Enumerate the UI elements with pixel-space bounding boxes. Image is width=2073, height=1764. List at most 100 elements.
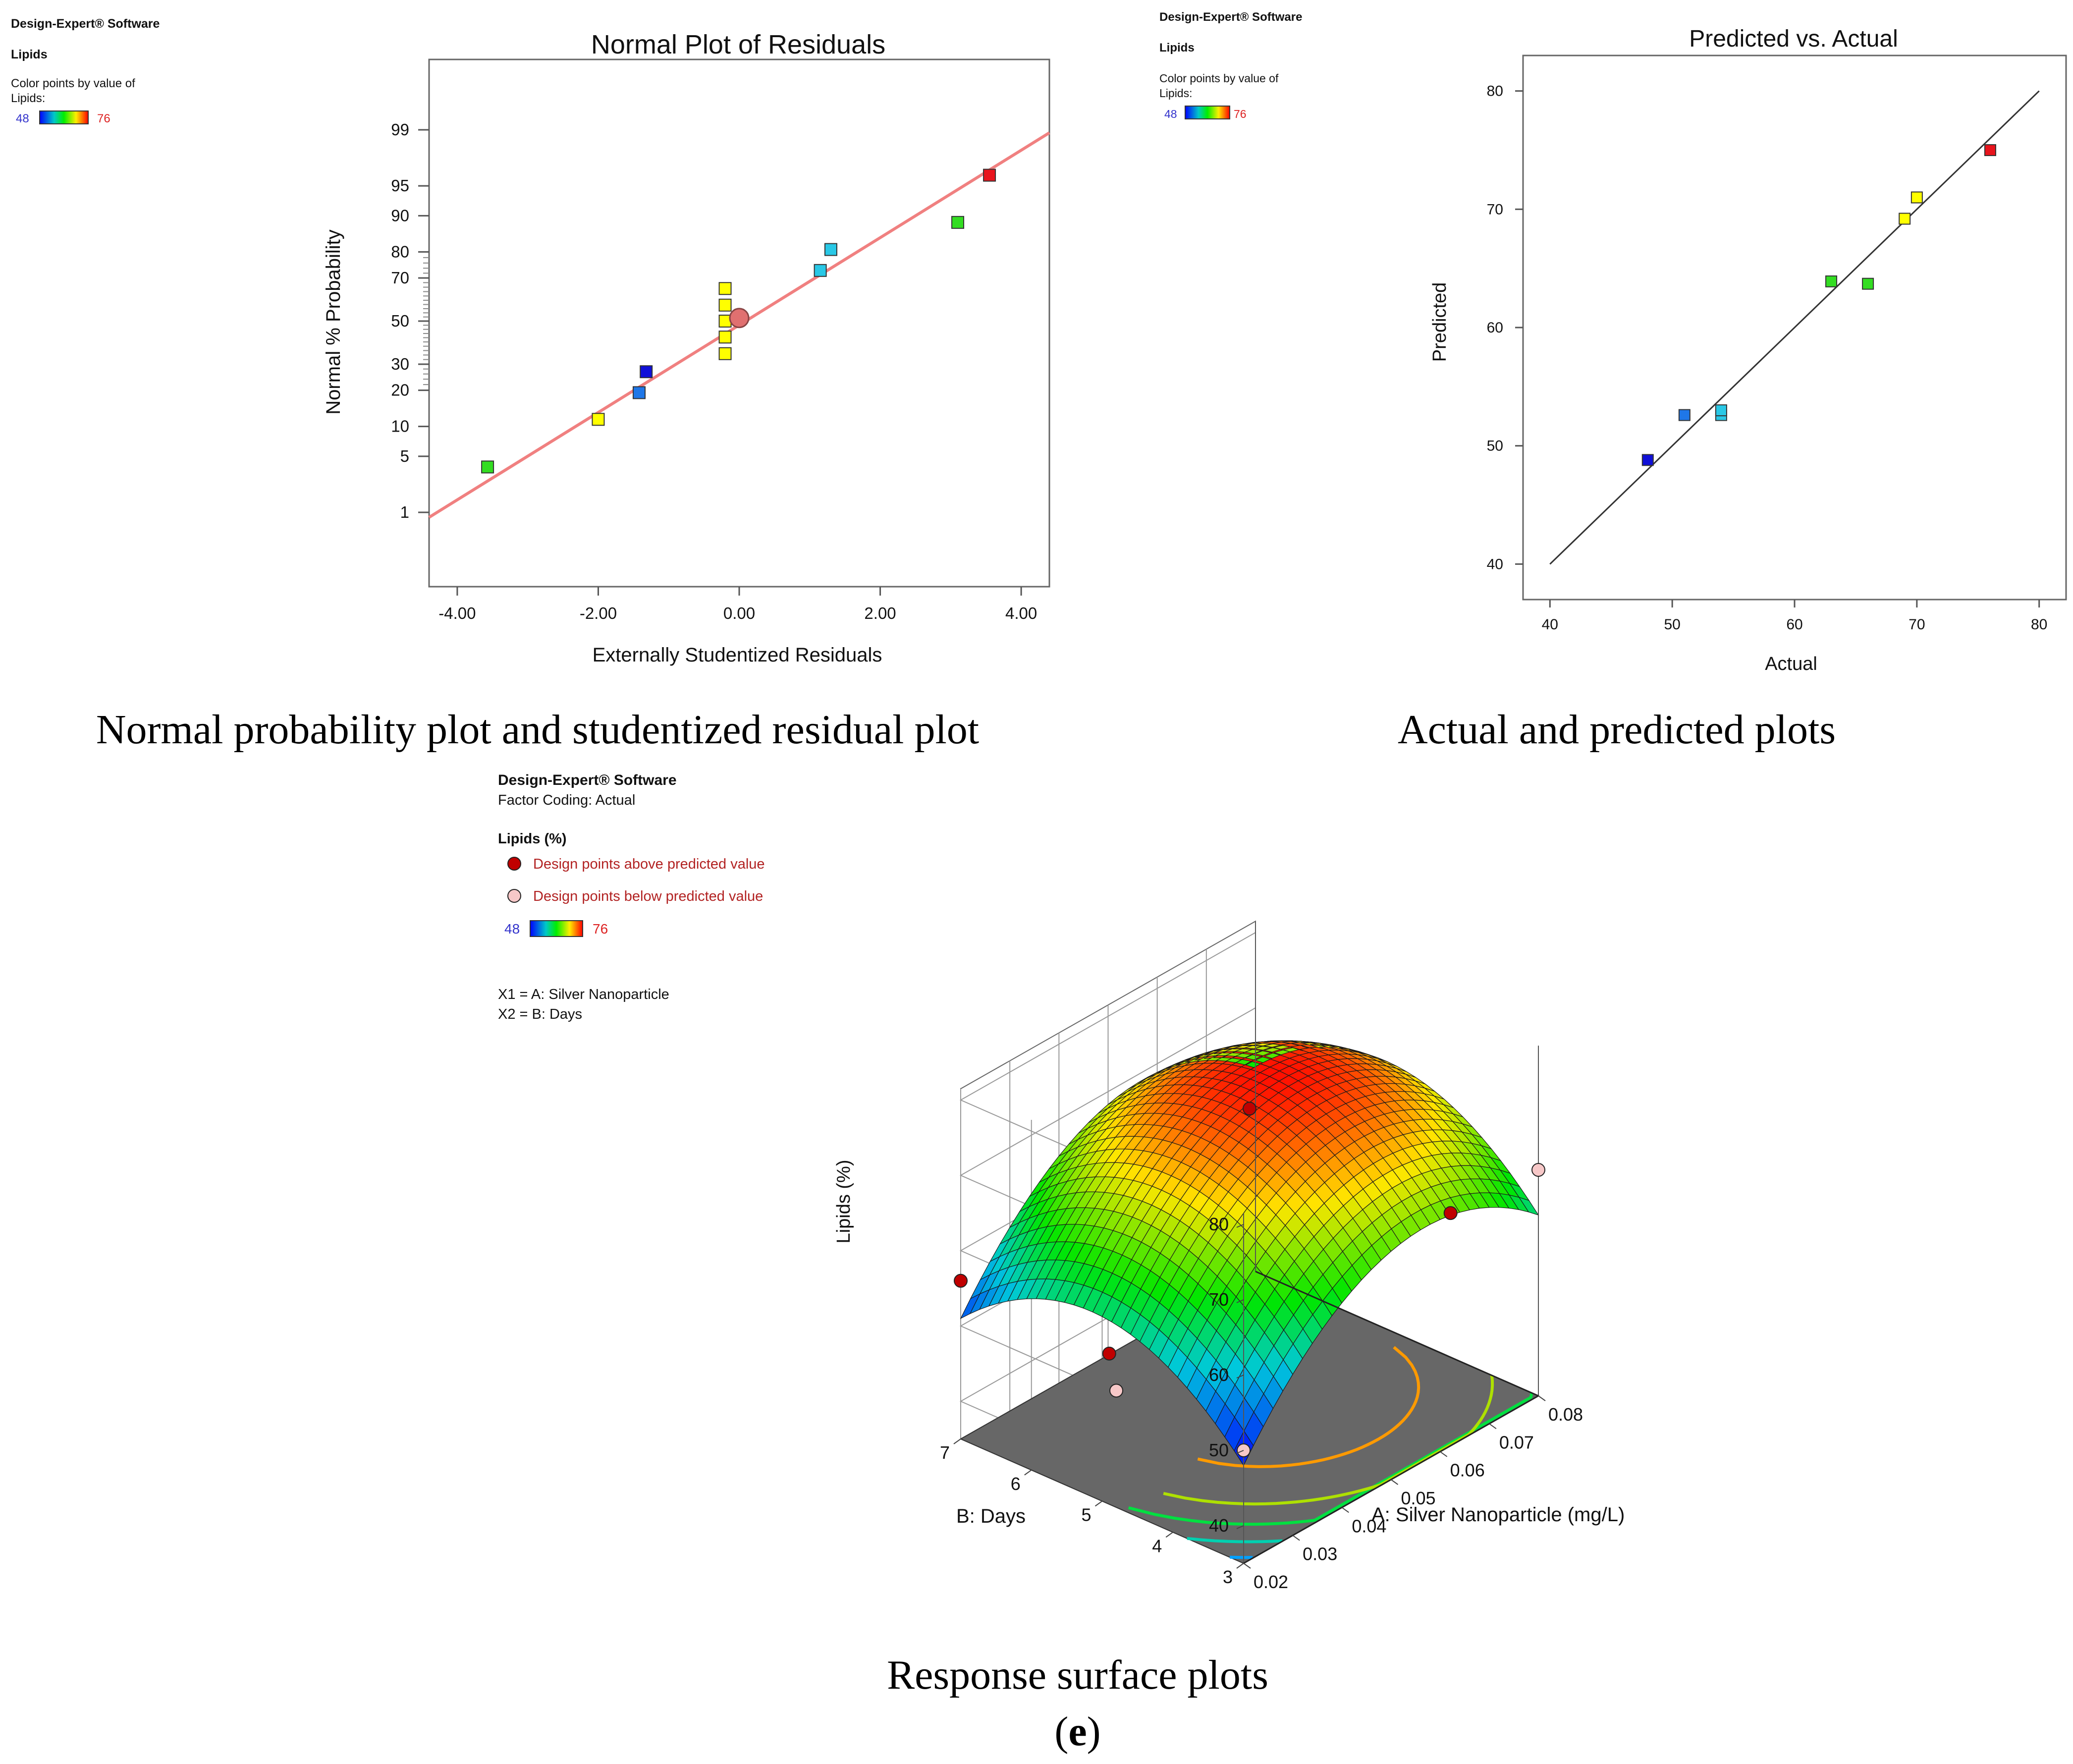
- surface-a-tick-label: 0.02: [1254, 1572, 1288, 1592]
- chart1-data-point: [718, 347, 732, 360]
- chart2-title: Predicted vs. Actual: [1689, 26, 1898, 52]
- legend2-software: Design-Expert® Software: [1159, 10, 1302, 24]
- surface-b-tick-label: 4: [1152, 1536, 1162, 1556]
- surface-contour-line: [1163, 1375, 1494, 1506]
- panel-letter: (e): [1054, 1709, 1100, 1755]
- surface-blabel: B: Days: [956, 1505, 1026, 1527]
- chart1-data-point: [983, 168, 996, 182]
- chart2-data-point: [1984, 144, 1996, 156]
- chart1-data-point: [951, 216, 965, 229]
- chart2-ylabel: Predicted: [1429, 282, 1450, 362]
- surface-b-tick-label: 5: [1081, 1505, 1091, 1525]
- surface-plot-3d: 40 50 60 70 80 0.02 0.03 0.04 0.05 0.06 0.07 0.08 3 4…: [940, 920, 1583, 1592]
- surface-design-point: [1102, 1346, 1116, 1361]
- chart1-minor-ticks: [423, 251, 429, 391]
- legend3-below-label: Design points below predicted value: [533, 888, 763, 904]
- surface-zlabel: Lipids (%): [833, 1160, 854, 1244]
- legend2-color-line1: Color points by value of: [1159, 72, 1279, 85]
- surface-z-tick-mark: [1236, 1224, 1244, 1228]
- surface-z-tick-mark: [1236, 1450, 1244, 1454]
- surface-contour-line: [1128, 1392, 1533, 1526]
- surface-axis-ticks: 40 50 60 70 80 0.02 0.03 0.04 0.05 0.06 0.07 0.08 3 4…: [940, 1214, 1583, 1592]
- surface-b-tick-mark: [953, 1438, 961, 1444]
- legend3-colorbar: [530, 920, 583, 937]
- chart2-y-tick-label: 60: [1487, 320, 1503, 336]
- chart1-y-tick-label: 50: [391, 312, 409, 330]
- surface-a-tick-mark: [1390, 1479, 1399, 1485]
- chart2-y-tick-label: 40: [1487, 556, 1503, 572]
- surface-a-tick-mark: [1538, 1395, 1546, 1401]
- surface-b-tick-label: 3: [1223, 1567, 1233, 1587]
- chart1-y-tick-label: 20: [391, 381, 409, 399]
- chart1-y-tick-label: 99: [391, 120, 409, 139]
- surface-contour-line: [1187, 1537, 1283, 1544]
- caption-panel2: Actual and predicted plots: [1398, 707, 1836, 753]
- surface-a-tick-label: 0.05: [1401, 1488, 1436, 1508]
- chart2-data-point: [1825, 275, 1838, 287]
- legend1-response: Lipids: [11, 48, 48, 61]
- chart1-y-tick-label: 90: [391, 206, 409, 224]
- chart1-data-point: [640, 365, 653, 379]
- chart1-data-point: [481, 460, 494, 474]
- legend3-response: Lipids (%): [498, 831, 567, 847]
- chart2-y-tick-label: 70: [1487, 201, 1503, 218]
- surface-a-tick-mark: [1489, 1423, 1497, 1430]
- chart1-y-tick-label: 80: [391, 242, 409, 261]
- chart2-y-tick-label: 50: [1487, 438, 1503, 454]
- legend2-response: Lipids: [1159, 41, 1195, 55]
- legend3-coding: Factor Coding: Actual: [498, 792, 635, 808]
- legend3-above-marker: [507, 857, 521, 871]
- chart2-x-tick-label: 60: [1786, 616, 1802, 633]
- chart2-data-point: [1899, 213, 1911, 225]
- chart1-y-tick-label: 5: [400, 447, 409, 465]
- chart1-y-tick-label: 70: [391, 269, 409, 287]
- legend3-max: 76: [593, 921, 608, 937]
- chart1-y-ticks: 1 5 10 20 30 50 70 80 90 95 99: [391, 120, 429, 521]
- chart1-data-point: [718, 282, 732, 295]
- chart1-xlabel: Externally Studentized Residuals: [593, 644, 882, 666]
- chart2-data-point: [1641, 454, 1654, 466]
- legend3-above-label: Design points above predicted value: [533, 856, 765, 872]
- chart1-points: [481, 168, 996, 474]
- surface-z-tick-label: 50: [1209, 1440, 1229, 1460]
- chart2-data-point: [1715, 404, 1727, 417]
- chart1-data-point: [824, 243, 837, 256]
- legend1-max: 76: [97, 112, 110, 125]
- chart1-data-point: [718, 331, 732, 344]
- surface-z-tick-mark: [1236, 1299, 1244, 1303]
- legend3-x1: X1 = A: Silver Nanoparticle: [498, 987, 669, 1002]
- chart1-x-tick-label: -2.00: [580, 604, 617, 622]
- surface-z-tick-label: 60: [1209, 1365, 1229, 1385]
- surface-box-edge: [1255, 1270, 1539, 1397]
- chart2-x-tick-label: 50: [1664, 616, 1680, 633]
- surface-a-tick-label: 0.07: [1499, 1432, 1534, 1452]
- panel-letter-open: (: [1054, 1709, 1068, 1755]
- surface-b-tick-mark: [1236, 1563, 1244, 1569]
- chart1-data-point: [718, 315, 732, 328]
- surface-a-tick-mark: [1440, 1451, 1448, 1457]
- response-surface-panel: Design-Expert® Software Factor Coding: A…: [498, 772, 1625, 1755]
- normal-plot-panel: Design-Expert® Software Lipids Color poi…: [11, 17, 1050, 753]
- legend3-x2: X2 = B: Days: [498, 1006, 582, 1022]
- surface-a-tick-mark: [1292, 1535, 1300, 1541]
- surface-z-tick-label: 80: [1209, 1214, 1229, 1234]
- chart2-diagonal-line: [1549, 90, 2040, 565]
- surface-b-tick-label: 6: [1011, 1474, 1021, 1494]
- chart1-y-tick-label: 1: [400, 503, 409, 521]
- surface-mesh-cell: [1518, 1197, 1539, 1216]
- surface-design-point: [1531, 1163, 1545, 1177]
- surface-z-tick-mark: [1236, 1375, 1244, 1378]
- chart1-x-tick-label: 2.00: [864, 604, 896, 622]
- chart2-ticks: 40 50 60 70 80 40 50 60 70 80: [1487, 83, 2048, 633]
- chart1-x-ticks: -4.00 -2.00 0.00 2.00 4.00: [438, 587, 1037, 622]
- chart1-y-tick-label: 95: [391, 176, 409, 195]
- chart1-y-tick-label: 10: [391, 417, 409, 436]
- chart2-x-tick-label: 40: [1542, 616, 1558, 633]
- chart2-x-tick-label: 80: [2031, 616, 2047, 633]
- chart2-x-tick-label: 70: [1909, 616, 1925, 633]
- surface-a-tick-mark: [1243, 1563, 1251, 1569]
- surface-design-points: [954, 1102, 1545, 1457]
- legend1-color-line2: Lipids:: [11, 92, 45, 105]
- legend2-max: 76: [1234, 108, 1247, 120]
- predicted-vs-actual-panel: Design-Expert® Software Lipids Color poi…: [1159, 10, 2067, 753]
